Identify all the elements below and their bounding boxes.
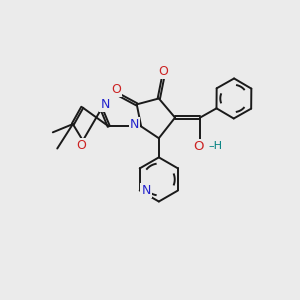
Text: O: O xyxy=(158,65,168,78)
Text: –H: –H xyxy=(208,141,222,151)
Text: O: O xyxy=(111,82,121,95)
Text: N: N xyxy=(142,184,151,197)
Text: O: O xyxy=(76,140,86,152)
Text: N: N xyxy=(130,118,140,131)
Text: N: N xyxy=(100,98,110,111)
Text: O: O xyxy=(193,140,204,153)
